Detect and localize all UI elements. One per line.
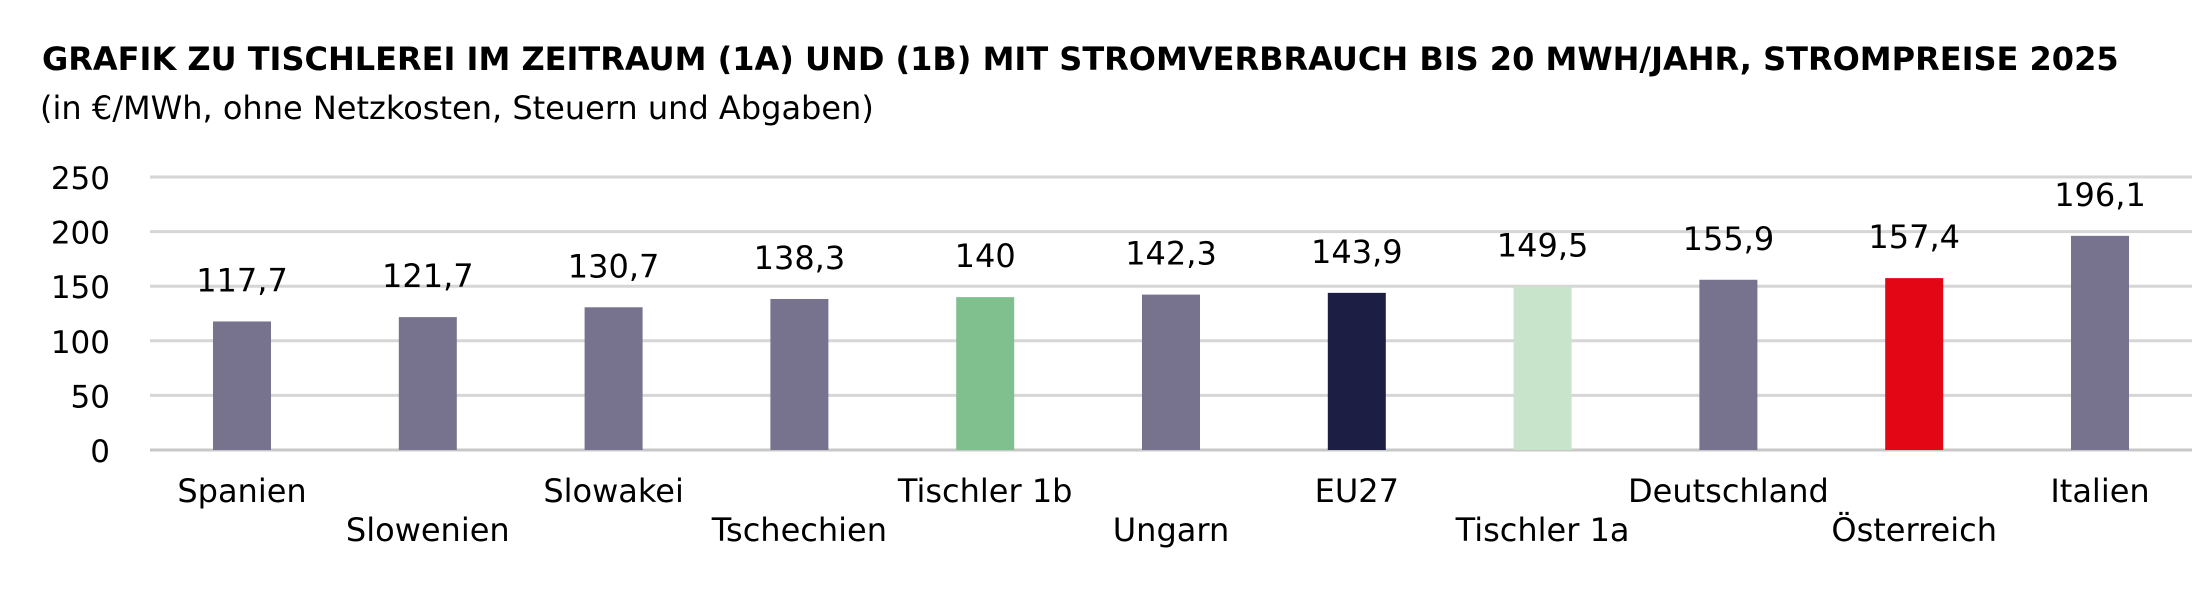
bar bbox=[956, 297, 1015, 450]
bar bbox=[1885, 278, 1944, 450]
bar bbox=[770, 298, 829, 450]
category-label: EU27 bbox=[1315, 472, 1399, 510]
category-label: Spanien bbox=[177, 472, 306, 510]
value-label: 155,9 bbox=[1683, 220, 1775, 258]
chart-subtitle: (in €/MWh, ohne Netzkosten, Steuern und … bbox=[40, 89, 874, 127]
value-label: 117,7 bbox=[196, 261, 288, 299]
category-labels: Spanien Slowenien Slowakei Tschechien Tischl… bbox=[177, 472, 2149, 549]
category-label: Tischler 1a bbox=[1455, 511, 1630, 549]
y-tick-label: 50 bbox=[71, 379, 110, 415]
chart-title: GRAFIK ZU TISCHLEREI IM ZEITRAUM (1A) UN… bbox=[42, 40, 2119, 78]
value-label: 196,1 bbox=[2054, 176, 2146, 214]
category-label: Deutschland bbox=[1628, 472, 1829, 510]
bar bbox=[1142, 294, 1200, 450]
category-label: Tschechien bbox=[711, 511, 887, 549]
y-tick-label: 150 bbox=[51, 270, 110, 306]
bar bbox=[2071, 235, 2129, 450]
bar bbox=[398, 317, 457, 450]
bar bbox=[1327, 292, 1386, 450]
value-label: 140 bbox=[955, 237, 1016, 275]
bars bbox=[213, 235, 2129, 450]
value-label: 121,7 bbox=[382, 257, 474, 295]
category-label: Tischler 1b bbox=[897, 472, 1073, 510]
bar bbox=[1699, 279, 1758, 450]
y-tick-label: 250 bbox=[51, 161, 110, 197]
bar bbox=[1513, 286, 1572, 450]
category-label: Italien bbox=[2050, 472, 2149, 510]
category-label: Ungarn bbox=[1113, 511, 1230, 549]
category-label: Slowenien bbox=[346, 511, 510, 549]
value-label: 142,3 bbox=[1125, 235, 1217, 273]
y-tick-label: 0 bbox=[90, 434, 110, 470]
value-labels: 117,7 121,7 130,7 138,3 140 142,3 143,9 149,5 15… bbox=[196, 176, 2146, 300]
category-label: Österreich bbox=[1831, 511, 1997, 549]
y-tick-label: 200 bbox=[51, 216, 110, 252]
value-label: 130,7 bbox=[568, 247, 660, 285]
value-label: 143,9 bbox=[1311, 233, 1403, 271]
value-label: 149,5 bbox=[1497, 227, 1589, 265]
value-label: 138,3 bbox=[754, 239, 846, 277]
y-axis-ticks: 0 50 100 150 200 250 bbox=[51, 161, 110, 470]
value-label: 157,4 bbox=[1868, 218, 1960, 256]
bar bbox=[213, 321, 271, 450]
bar bbox=[584, 307, 643, 450]
category-label: Slowakei bbox=[543, 472, 684, 510]
y-tick-label: 100 bbox=[51, 325, 110, 361]
